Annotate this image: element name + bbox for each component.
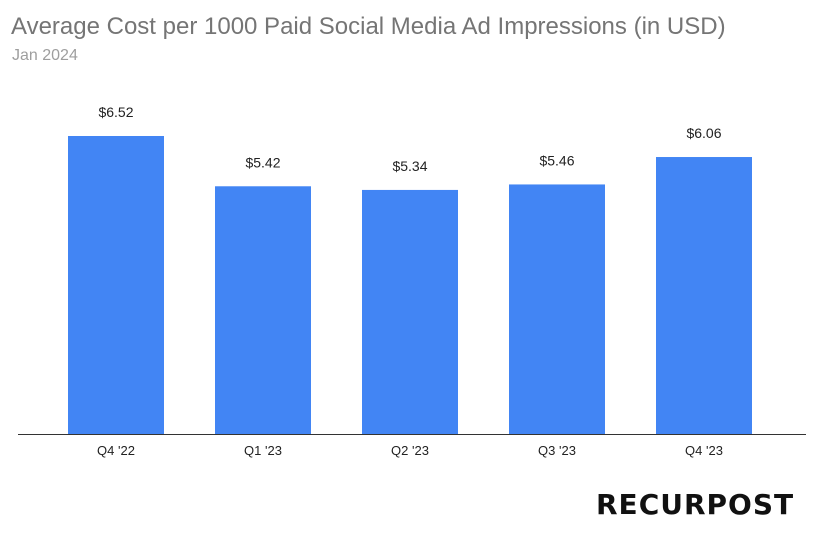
bar-0 bbox=[68, 136, 164, 434]
x-tick-label-0: Q4 '22 bbox=[97, 443, 135, 458]
chart-title: Average Cost per 1000 Paid Social Media … bbox=[11, 13, 726, 40]
bar-4 bbox=[656, 157, 752, 434]
data-label-1: $5.42 bbox=[245, 154, 280, 170]
recurpost-logo: RECURPOST bbox=[596, 488, 795, 521]
data-label-4: $6.06 bbox=[686, 125, 721, 141]
x-tick-label-2: Q2 '23 bbox=[391, 443, 429, 458]
x-tick-label-4: Q4 '23 bbox=[685, 443, 723, 458]
bar-chart: $6.52 Q4 '22 $5.42 Q1 '23 $5.34 Q2 '23 $5.46 Q3… bbox=[18, 104, 806, 458]
data-label-3: $5.46 bbox=[539, 152, 574, 168]
bar-1 bbox=[215, 186, 311, 434]
data-label-2: $5.34 bbox=[392, 158, 427, 174]
x-tick-label-3: Q3 '23 bbox=[538, 443, 576, 458]
bar-3 bbox=[509, 184, 605, 434]
bar-2 bbox=[362, 189, 458, 434]
chart-subtitle: Jan 2024 bbox=[12, 47, 78, 64]
x-tick-label-1: Q1 '23 bbox=[244, 443, 282, 458]
data-label-0: $6.52 bbox=[98, 104, 133, 120]
